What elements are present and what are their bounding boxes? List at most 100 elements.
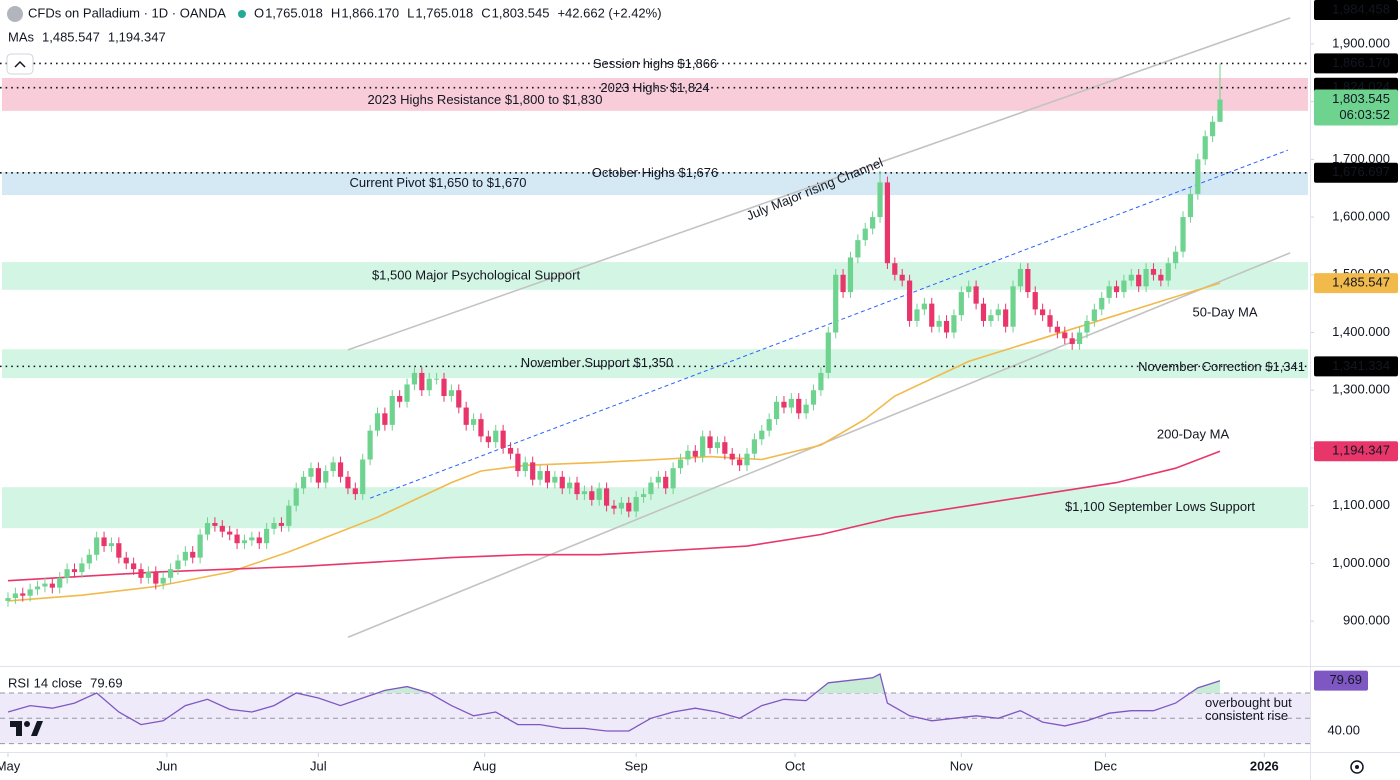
candle-body [648, 482, 654, 495]
candle-body [921, 303, 927, 310]
candle-body [1180, 217, 1186, 252]
zone [2, 172, 1308, 196]
market-status [237, 10, 246, 18]
candle-body [278, 522, 285, 526]
candle-body [1202, 136, 1208, 160]
candle-body [411, 372, 418, 385]
candle-body [707, 436, 713, 448]
candle-body [958, 292, 964, 316]
zone-label: Current Pivot $1,650 to $1,670 [349, 175, 526, 190]
candle-body [581, 491, 588, 495]
zone [2, 349, 1308, 379]
candle-body [160, 577, 166, 584]
symbol-icon [7, 6, 23, 22]
candle-body [34, 586, 41, 590]
candle-body [1143, 269, 1149, 287]
zone-label: $1,500 Major Psychological Support [372, 267, 581, 282]
rsi-annotation-line: consistent rise [1205, 708, 1288, 723]
x-tick-label: Nov [950, 758, 974, 773]
candle-body [315, 468, 321, 483]
candle-body [936, 320, 942, 327]
settings-icon[interactable] [1350, 760, 1364, 774]
candle-body [544, 471, 551, 483]
candle-body [404, 384, 410, 402]
candle-body [264, 528, 270, 544]
x-tick-label: 2026 [1250, 758, 1279, 773]
price-tag-label: 1,341.334 [1332, 358, 1390, 373]
candle-body [500, 430, 506, 448]
candle-body [737, 459, 743, 466]
ma-legend-value: 1,194.347 [108, 29, 166, 44]
candle-body [197, 534, 203, 558]
x-tick-label: Jun [156, 758, 177, 773]
ohlc-value: 1,765.018 [265, 5, 323, 20]
price-tag [1314, 0, 1398, 20]
candle-body [286, 505, 292, 526]
candle-body [1099, 297, 1105, 310]
y-tick-label: 1,900.000 [1332, 35, 1390, 50]
candle-body [175, 560, 181, 570]
candle-body [271, 522, 277, 529]
x-tick-label: Oct [785, 758, 806, 773]
candle-body [1106, 286, 1112, 298]
candle-body [470, 419, 477, 425]
candle-body [123, 557, 129, 564]
candle-body [685, 450, 691, 460]
candle-body [626, 502, 632, 512]
candle-body [463, 407, 469, 425]
candle-body [877, 182, 883, 218]
x-tick-label: Dec [1094, 758, 1118, 773]
candle-body [840, 274, 846, 293]
candle-body [227, 531, 233, 535]
candle-body [825, 332, 831, 373]
zone [2, 487, 1308, 529]
candle-body [677, 459, 684, 469]
candle-body [1040, 309, 1046, 316]
zone-label: 2023 Highs Resistance $1,800 to $1,830 [368, 92, 603, 107]
level-label: 2023 Highs $1,824 [600, 80, 709, 95]
candle-body [1113, 286, 1120, 293]
candle-body [663, 476, 669, 489]
ohlc-value: 1,765.018 [415, 5, 473, 20]
price-tag [1314, 441, 1398, 462]
rsi-annotation-line: overbought but [1205, 695, 1292, 710]
candle-body [574, 482, 580, 495]
candle-body [1121, 280, 1127, 293]
channel-line [347, 17, 1291, 351]
ohlc-key: L [407, 5, 414, 20]
candle-body [456, 390, 462, 408]
rsi-value-tag [1314, 670, 1368, 691]
candle-body [434, 378, 440, 380]
price-tag [1314, 89, 1398, 126]
ohlc-value: 1,803.545 [492, 5, 550, 20]
ma-label: 200-Day MA [1157, 426, 1230, 441]
collapse-button[interactable] [6, 53, 34, 75]
candle-body [515, 453, 521, 472]
candle-body [640, 494, 647, 498]
moving-average [7, 282, 1221, 602]
candle-body [522, 462, 528, 472]
price-tag-label: 1,485.547 [1332, 275, 1390, 290]
candle-body [1173, 251, 1179, 264]
candle-body [1128, 274, 1134, 281]
candle-body [692, 450, 698, 457]
candle-body [397, 395, 403, 402]
candle-body [79, 563, 85, 573]
candle-body [308, 468, 314, 477]
candle-body [810, 390, 817, 405]
candle-body [973, 286, 979, 304]
candle-body [138, 569, 144, 578]
price-tag-label: 1,676.697 [1332, 164, 1390, 179]
candle-body [618, 502, 624, 509]
candle-body [337, 462, 344, 477]
x-tick-label: Aug [473, 758, 496, 773]
candle-body [86, 554, 92, 564]
candle-body [64, 569, 70, 578]
candle-body [345, 476, 351, 489]
candle-body [781, 401, 787, 408]
x-tick-label: Jul [310, 758, 327, 773]
candle-body [729, 453, 735, 460]
candle-body [249, 537, 255, 541]
candle-body [485, 436, 491, 443]
candle-body [241, 540, 248, 544]
